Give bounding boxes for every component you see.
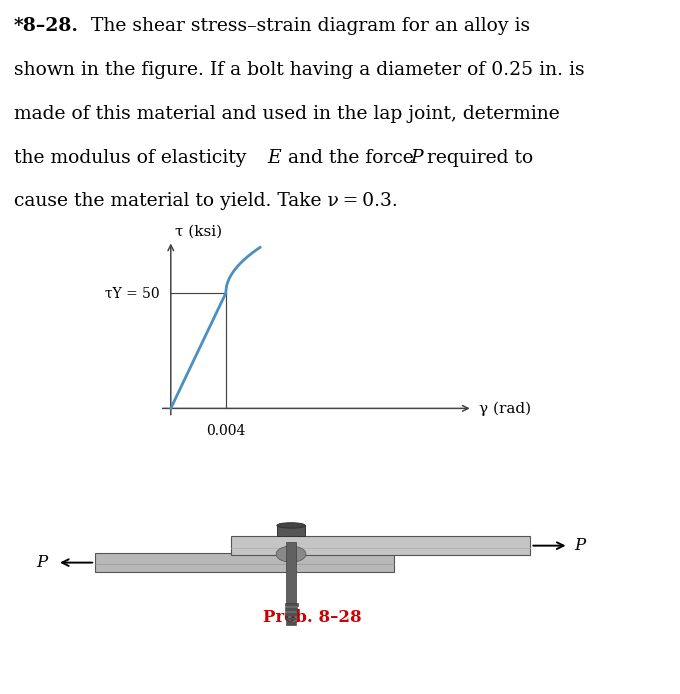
Bar	[286, 612, 296, 616]
Bar	[284, 602, 298, 607]
Text: made of this material and used in the lap joint, determine: made of this material and used in the la…	[14, 105, 560, 123]
Bar	[277, 525, 305, 536]
Bar	[286, 617, 296, 620]
Bar	[231, 536, 530, 555]
Ellipse shape	[276, 546, 306, 562]
Bar	[285, 607, 297, 611]
Text: τ (ksi): τ (ksi)	[175, 224, 222, 238]
Text: 0.004: 0.004	[206, 425, 245, 439]
Text: Prob. 8–28: Prob. 8–28	[263, 609, 362, 626]
Text: and the force: and the force	[282, 149, 420, 167]
Text: required to: required to	[420, 149, 533, 167]
Text: P: P	[36, 554, 48, 571]
Bar	[286, 543, 296, 602]
Text: P: P	[410, 149, 423, 167]
Bar	[95, 553, 394, 572]
Text: cause the material to yield. Take ν = 0.3.: cause the material to yield. Take ν = 0.…	[14, 192, 397, 210]
Ellipse shape	[277, 523, 305, 528]
Text: shown in the figure. If a bolt having a diameter of 0.25 in. is: shown in the figure. If a bolt having a …	[14, 61, 584, 79]
Text: The shear stress–strain diagram for an alloy is: The shear stress–strain diagram for an a…	[79, 17, 530, 35]
Text: *8–28.: *8–28.	[14, 17, 78, 35]
Text: τY = 50: τY = 50	[105, 287, 160, 301]
Text: 8: 8	[626, 342, 643, 366]
Bar	[286, 621, 296, 625]
Text: E: E	[267, 149, 282, 167]
Text: the modulus of elasticity: the modulus of elasticity	[14, 149, 252, 167]
Text: γ (rad): γ (rad)	[479, 401, 532, 416]
Text: P: P	[574, 537, 585, 554]
